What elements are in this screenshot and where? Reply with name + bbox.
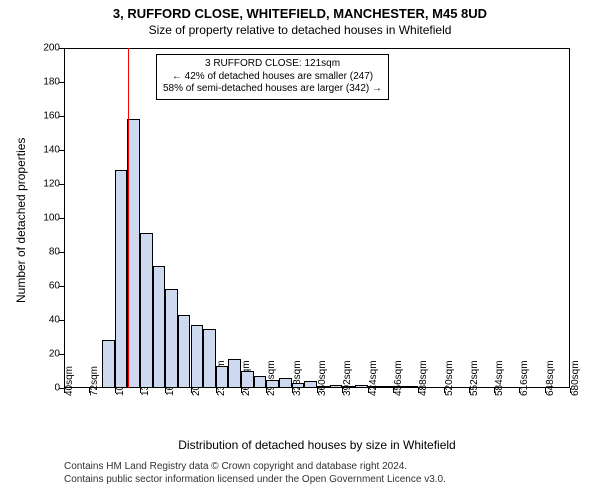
histogram-bar (279, 378, 292, 388)
histogram-bar (178, 315, 191, 388)
histogram-bar (140, 233, 153, 388)
y-tick-label: 0 (30, 383, 60, 394)
y-tick-mark (59, 252, 64, 253)
histogram-bar (165, 289, 178, 388)
y-tick-label: 160 (30, 111, 60, 122)
histogram-bar (127, 119, 140, 388)
histogram-bar (330, 385, 343, 388)
histogram-bar (241, 371, 254, 388)
reference-line (128, 48, 129, 388)
footer-line-1: Contains HM Land Registry data © Crown c… (64, 460, 446, 473)
y-axis-line (64, 48, 65, 388)
histogram-bar (355, 385, 368, 388)
histogram-bar (266, 380, 279, 389)
histogram-bar (393, 386, 406, 388)
histogram-bar (216, 366, 229, 388)
callout-box: 3 RUFFORD CLOSE: 121sqm ← 42% of detache… (156, 54, 389, 100)
y-tick-label: 40 (30, 315, 60, 326)
histogram-bar (304, 381, 317, 388)
y-tick-label: 20 (30, 349, 60, 360)
histogram-bar (228, 359, 241, 388)
y-tick-mark (59, 320, 64, 321)
y-tick-label: 100 (30, 213, 60, 224)
histogram-bar (380, 386, 393, 388)
y-tick-label: 140 (30, 145, 60, 156)
y-tick-label: 80 (30, 247, 60, 258)
histogram-bar (368, 386, 381, 388)
y-tick-mark (59, 354, 64, 355)
y-tick-mark (59, 218, 64, 219)
y-tick-mark (59, 184, 64, 185)
chart-container: 3, RUFFORD CLOSE, WHITEFIELD, MANCHESTER… (0, 0, 600, 500)
histogram-bar (203, 329, 216, 389)
top-axis-line (64, 48, 570, 49)
x-axis-label: Distribution of detached houses by size … (64, 438, 570, 452)
histogram-bar (153, 266, 166, 388)
y-tick-label: 180 (30, 77, 60, 88)
y-tick-mark (59, 48, 64, 49)
histogram-bar (191, 325, 204, 388)
callout-line-2: ← 42% of detached houses are smaller (24… (163, 71, 382, 84)
footer-line-2: Contains public sector information licen… (64, 473, 446, 486)
chart-subtitle: Size of property relative to detached ho… (0, 21, 600, 39)
histogram-bar (254, 376, 267, 388)
histogram-bar (102, 340, 115, 388)
y-tick-label: 120 (30, 179, 60, 190)
callout-line-1: 3 RUFFORD CLOSE: 121sqm (163, 58, 382, 71)
y-tick-mark (59, 150, 64, 151)
histogram-bar (292, 383, 305, 388)
histogram-bar (115, 170, 128, 388)
callout-line-3: 58% of semi-detached houses are larger (… (163, 83, 382, 96)
histogram-bar (406, 386, 419, 388)
y-tick-mark (59, 116, 64, 117)
y-tick-label: 60 (30, 281, 60, 292)
histogram-bar (342, 386, 355, 388)
histogram-bar (317, 386, 330, 388)
right-axis-line (569, 48, 570, 388)
y-tick-mark (59, 286, 64, 287)
footer-text: Contains HM Land Registry data © Crown c… (64, 460, 446, 486)
y-axis-label: Number of detached properties (14, 138, 28, 303)
y-tick-label: 200 (30, 43, 60, 54)
chart-title: 3, RUFFORD CLOSE, WHITEFIELD, MANCHESTER… (0, 0, 600, 21)
y-tick-mark (59, 82, 64, 83)
